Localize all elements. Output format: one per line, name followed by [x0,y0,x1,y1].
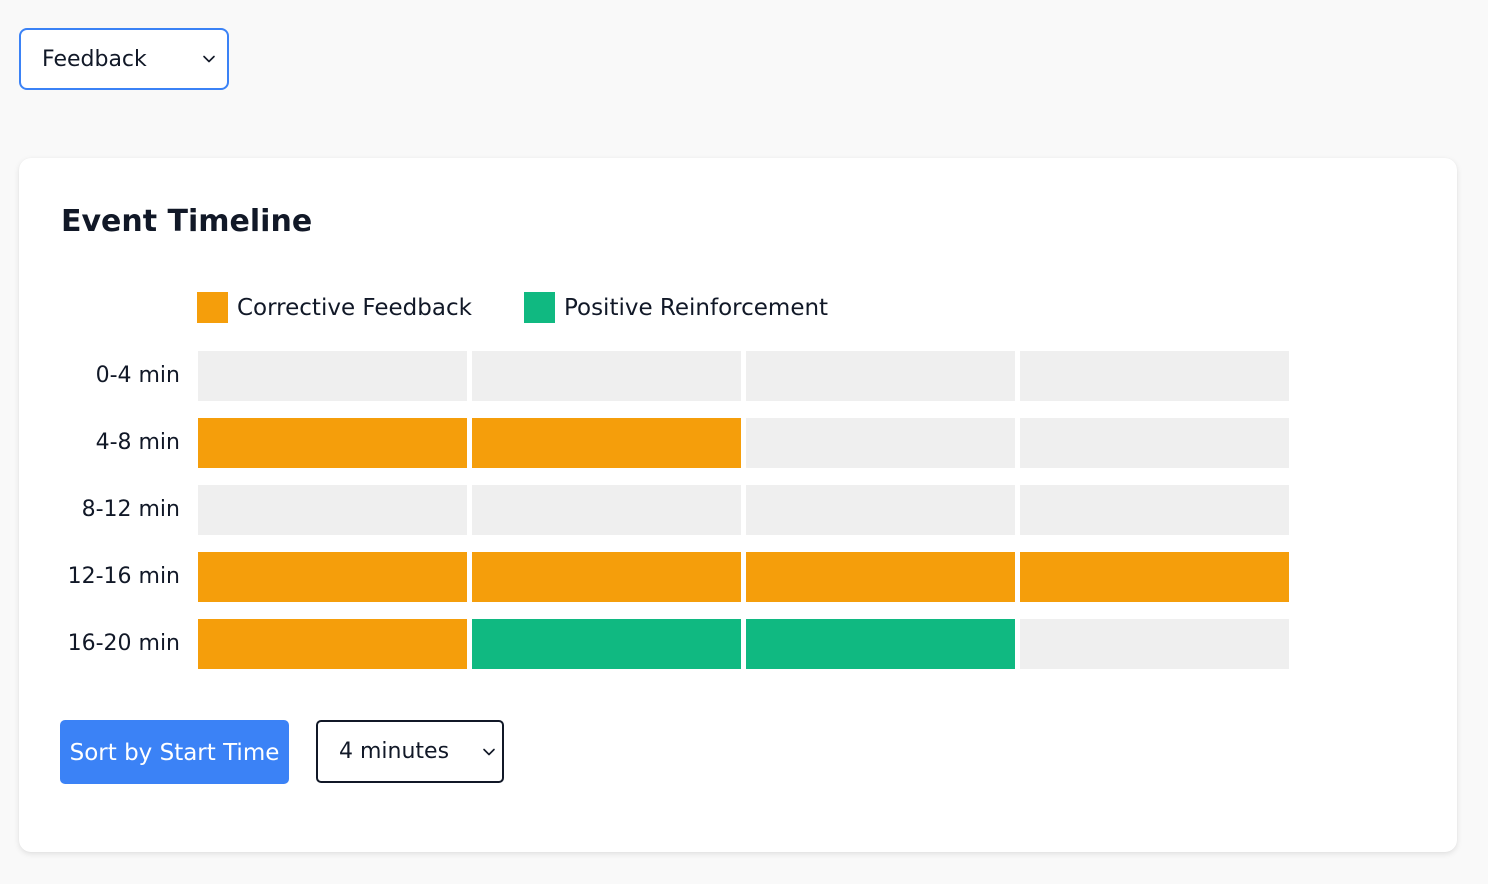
timeline-cell-positive [472,619,741,669]
card-title: Event Timeline [61,204,313,239]
timeline-row-label: 0-4 min [95,363,180,388]
timeline-row-label: 4-8 min [95,430,180,455]
legend-swatch-positive [523,292,555,323]
timeline-row: 12-16 min [19,552,1319,602]
timeline-row-label: 8-12 min [81,497,180,522]
timeline-cell-corrective [198,619,467,669]
timeline-cell-empty [1020,351,1289,401]
timeline-cell-corrective [472,418,741,468]
timeline-cell-empty [746,418,1015,468]
timeline-cell-positive [746,619,1015,669]
legend-swatch-corrective [197,292,228,323]
timeline-cell-empty [472,485,741,535]
timeline-cell-empty [198,351,467,401]
timeline-cell-empty [1020,485,1289,535]
timeline-cell-empty [746,485,1015,535]
legend: Corrective Feedback Positive Reinforceme… [197,292,880,323]
timeline-cell-corrective [1020,552,1289,602]
legend-label-positive: Positive Reinforcement [563,294,829,321]
timeline-cell-empty [746,351,1015,401]
timeline-row-label: 12-16 min [67,564,180,589]
event-timeline-card: Event Timeline Corrective Feedback Posit… [19,158,1457,852]
timeline-cell-corrective [198,418,467,468]
timeline-row: 16-20 min [19,619,1319,669]
sort-by-start-time-button[interactable]: Sort by Start Time [60,720,289,784]
interval-select[interactable]: 4 minutes [316,720,504,783]
timeline-row: 0-4 min [19,351,1319,401]
legend-item-positive: Positive Reinforcement [523,292,829,323]
timeline-row-label: 16-20 min [67,631,180,656]
chevron-down-icon [483,748,495,755]
timeline-cell-corrective [198,552,467,602]
chevron-down-icon [203,55,215,63]
category-select[interactable]: Feedback [19,28,229,90]
interval-select-value: 4 minutes [339,739,450,764]
timeline-cell-empty [472,351,741,401]
timeline-cell-corrective [472,552,741,602]
timeline-cell-empty [198,485,467,535]
timeline-cell-empty [1020,619,1289,669]
category-select-value: Feedback [42,46,147,72]
legend-label-corrective: Corrective Feedback [237,294,472,321]
timeline-cell-corrective [746,552,1015,602]
timeline-row: 8-12 min [19,485,1319,535]
timeline-row: 4-8 min [19,418,1319,468]
timeline-cell-empty [1020,418,1289,468]
legend-item-corrective: Corrective Feedback [197,292,472,323]
